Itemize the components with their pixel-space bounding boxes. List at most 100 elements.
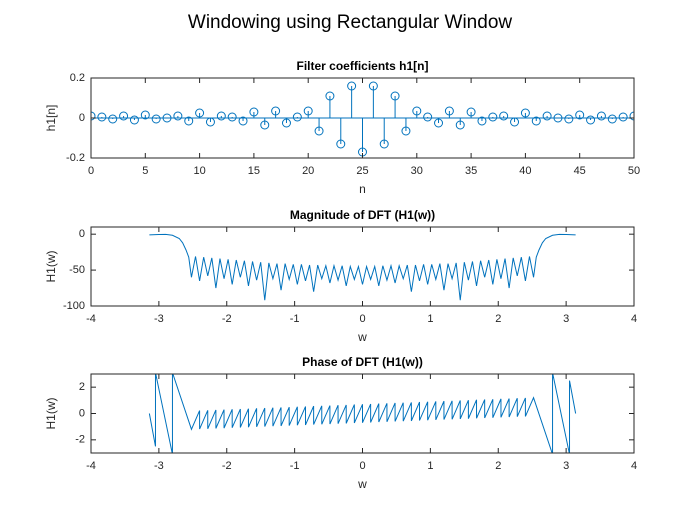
subplot-title: Phase of DFT (H1(w)) [302, 355, 423, 369]
y-axis-label: h1[n] [44, 105, 58, 132]
stem-marker [303, 106, 313, 116]
y-axis-label: H1(w) [44, 397, 58, 429]
x-tick-label: 3 [563, 313, 569, 325]
stem-marker [271, 106, 281, 116]
x-tick-label: 20 [302, 165, 314, 177]
stem-marker [216, 111, 226, 121]
x-tick-label: 30 [411, 165, 423, 177]
stem-marker [488, 112, 498, 122]
stem-marker [151, 114, 161, 124]
figure-title: Windowing using Rectangular Window [188, 12, 512, 33]
axes-box [90, 77, 635, 159]
axes-background [91, 227, 634, 306]
stem-marker [455, 120, 465, 130]
stem-marker [97, 112, 107, 122]
stem-marker [444, 106, 454, 116]
y-tick-label: -100 [63, 300, 85, 312]
stem-marker [314, 126, 324, 136]
stem-marker [162, 113, 172, 123]
stem-marker [129, 115, 139, 125]
line [148, 374, 577, 453]
stem-marker [499, 111, 509, 121]
stem-marker [531, 116, 541, 126]
x-tick-label: 4 [631, 313, 637, 325]
x-tick-label: -3 [154, 313, 164, 325]
x-tick-label: 0 [88, 165, 94, 177]
x-axis-label: n [359, 182, 366, 196]
x-tick-label: -2 [222, 313, 232, 325]
x-tick-label: 45 [574, 165, 586, 177]
x-tick-label: -2 [222, 460, 232, 472]
plot-area [91, 81, 634, 157]
stem-marker [281, 118, 291, 128]
stem-marker [205, 117, 215, 127]
stem-marker [564, 114, 574, 124]
stem-marker [173, 111, 183, 121]
y-tick-label: 0 [79, 228, 85, 240]
stem-marker [119, 111, 129, 121]
x-tick-label: 40 [519, 165, 531, 177]
y-tick-label: 0 [79, 407, 85, 419]
stem-marker [520, 108, 530, 118]
stem-marker [325, 91, 335, 101]
plot-area [148, 374, 577, 453]
stem-marker [390, 91, 400, 101]
stem-marker [140, 110, 150, 120]
stem-marker [379, 139, 389, 149]
x-tick-label: 0 [359, 460, 365, 472]
subplot-title: Filter coefficients h1[n] [296, 59, 428, 73]
x-tick-label: 15 [248, 165, 260, 177]
stem-marker [575, 110, 585, 120]
x-tick-label: 1 [427, 460, 433, 472]
plot-area [149, 233, 576, 301]
y-tick-label: 2 [79, 381, 85, 393]
y-tick-label: -0.2 [66, 152, 85, 164]
stem-marker [412, 106, 422, 116]
stem-marker [401, 126, 411, 136]
y-tick-label: -2 [75, 434, 85, 446]
x-tick-label: 5 [142, 165, 148, 177]
x-tick-label: 2 [495, 460, 501, 472]
stem-marker [227, 112, 237, 122]
y-tick-label: 0 [79, 112, 85, 124]
stem-marker [477, 116, 487, 126]
stem-marker [108, 114, 118, 124]
stem-marker [510, 117, 520, 127]
axes-box [90, 373, 635, 454]
stem-marker [553, 113, 563, 123]
x-tick-label: -1 [290, 460, 300, 472]
stem-marker [238, 116, 248, 126]
x-tick-label: -3 [154, 460, 164, 472]
x-tick-label: 1 [427, 313, 433, 325]
stem-marker [195, 108, 205, 118]
stem-marker [292, 112, 302, 122]
stem-marker [347, 81, 357, 91]
axes-box [90, 226, 635, 307]
x-axis-label: w [357, 330, 367, 344]
stem-marker [618, 112, 628, 122]
stem-marker [260, 120, 270, 130]
stem-marker [368, 81, 378, 91]
x-tick-label: 2 [495, 313, 501, 325]
x-tick-label: -4 [86, 460, 96, 472]
x-tick-label: 4 [631, 460, 637, 472]
stem-marker [542, 111, 552, 121]
y-tick-label: -50 [69, 264, 85, 276]
subplot-title: Magnitude of DFT (H1(w)) [290, 208, 435, 222]
x-tick-label: 3 [563, 460, 569, 472]
stem-marker [596, 111, 606, 121]
y-axis-label: H1(w) [44, 250, 58, 282]
x-tick-label: 0 [359, 313, 365, 325]
x-tick-label: -1 [290, 313, 300, 325]
x-tick-label: 25 [356, 165, 368, 177]
stem-marker [423, 112, 433, 122]
x-tick-label: 50 [628, 165, 640, 177]
stem-marker [586, 115, 596, 125]
x-tick-label: 10 [193, 165, 205, 177]
stem-marker [91, 111, 96, 121]
stem-marker [607, 114, 617, 124]
stem-marker [336, 139, 346, 149]
x-tick-label: 35 [465, 165, 477, 177]
stem-marker [249, 107, 259, 117]
